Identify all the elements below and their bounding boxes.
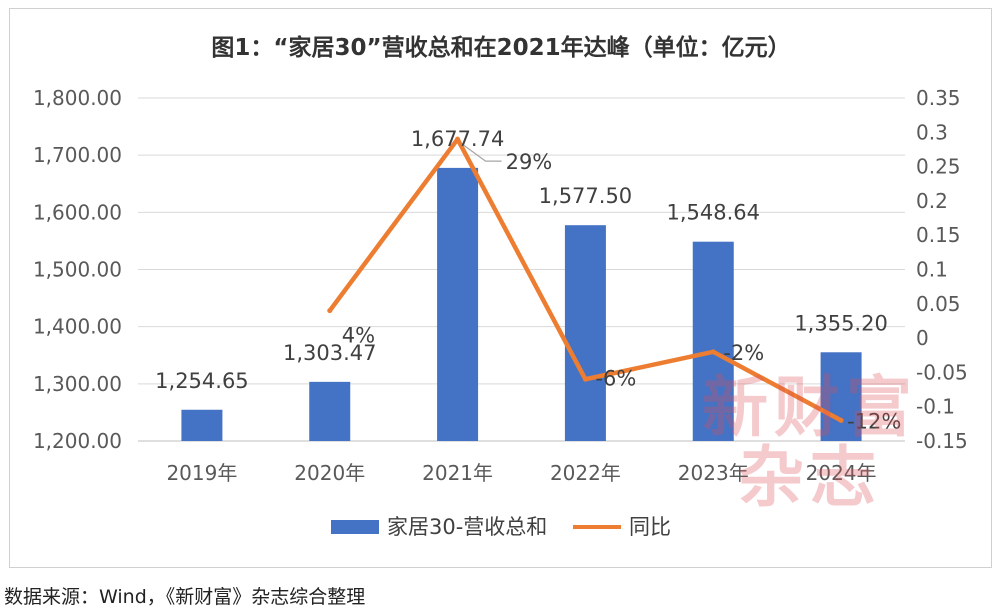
bar	[437, 167, 479, 441]
category-label: 2024年	[806, 461, 877, 485]
right-tick-label: 0.35	[916, 86, 961, 110]
line-value-label: 4%	[342, 324, 375, 348]
right-tick-label: 0.15	[916, 223, 961, 247]
chart-frame	[9, 8, 992, 568]
category-label: 2020年	[294, 461, 365, 485]
left-tick-label: 1,700.00	[33, 143, 122, 167]
watermark-line-1: 新财富	[702, 368, 918, 446]
line-point	[838, 417, 844, 423]
right-tick-label: 0.05	[916, 292, 961, 316]
legend-bar-swatch	[331, 520, 379, 534]
bar-value-label: 1,303.47	[283, 341, 377, 365]
right-axis-ticks: -0.15 -0.1 -0.05 0 0.05 0.1 0.15 0.2 0.25 0.3 0.35	[916, 86, 968, 453]
legend-line-label: 同比	[629, 515, 671, 539]
bar-value-label: 1,548.64	[666, 201, 760, 225]
left-tick-label: 1,600.00	[33, 200, 122, 224]
right-tick-label: 0	[916, 326, 929, 350]
right-tick-label: -0.1	[916, 395, 955, 419]
line-series	[327, 136, 844, 423]
bar-value-label: 1,355.20	[794, 311, 888, 335]
bar	[309, 381, 351, 441]
line-value-label: -12%	[847, 409, 901, 433]
data-labels: 1,254.65 1,303.47 1,677.74 1,577.50 1,548.64…	[155, 127, 901, 434]
line-point	[582, 376, 588, 382]
line-point	[455, 136, 461, 142]
right-tick-label: -0.15	[916, 429, 968, 453]
left-tick-label: 1,200.00	[33, 429, 122, 453]
category-label: 2019年	[166, 461, 237, 485]
category-label: 2023年	[678, 461, 749, 485]
legend-bar-label: 家居30-营收总和	[387, 515, 547, 539]
category-axis-ticks: 2019年 2020年 2021年 2022年 2023年 2024年	[166, 461, 876, 485]
bar	[181, 409, 223, 441]
bar-value-label: 1,577.50	[539, 184, 633, 208]
source-note: 数据来源：Wind，《新财富》杂志综合整理	[4, 586, 366, 608]
left-tick-label: 1,800.00	[33, 86, 122, 110]
line-point	[327, 308, 333, 314]
bar	[820, 352, 862, 441]
gridlines	[138, 97, 905, 442]
bar-value-label: 1,677.74	[411, 127, 505, 151]
chart-title: 图1：“家居30”营收总和在2021年达峰（单位：亿元）	[211, 35, 791, 61]
category-label: 2022年	[550, 461, 621, 485]
bar-value-label: 1,254.65	[155, 369, 249, 393]
left-axis-ticks: 1,200.00 1,300.00 1,400.00 1,500.00 1,600.00…	[33, 86, 122, 453]
line-value-label: -6%	[595, 366, 636, 390]
line-value-label: -2%	[723, 341, 764, 365]
watermark-line-2: 杂志	[738, 438, 882, 516]
right-tick-label: 0.25	[916, 155, 961, 179]
watermark: 新财富 杂志	[690, 372, 930, 512]
left-tick-label: 1,400.00	[33, 315, 122, 339]
right-tick-label: -0.05	[916, 360, 968, 384]
legend: 家居30-营收总和 同比	[331, 515, 671, 539]
line-point	[710, 349, 716, 355]
bar	[564, 225, 606, 441]
bar	[692, 241, 734, 441]
leader-line	[463, 144, 502, 162]
right-tick-label: 0.2	[916, 189, 948, 213]
right-tick-label: 0.3	[916, 120, 948, 144]
category-label: 2021年	[422, 461, 493, 485]
bar-series	[181, 167, 862, 441]
line-value-label: 29%	[506, 150, 553, 174]
left-tick-label: 1,500.00	[33, 258, 122, 282]
right-tick-label: 0.1	[916, 258, 948, 282]
left-tick-label: 1,300.00	[33, 372, 122, 396]
